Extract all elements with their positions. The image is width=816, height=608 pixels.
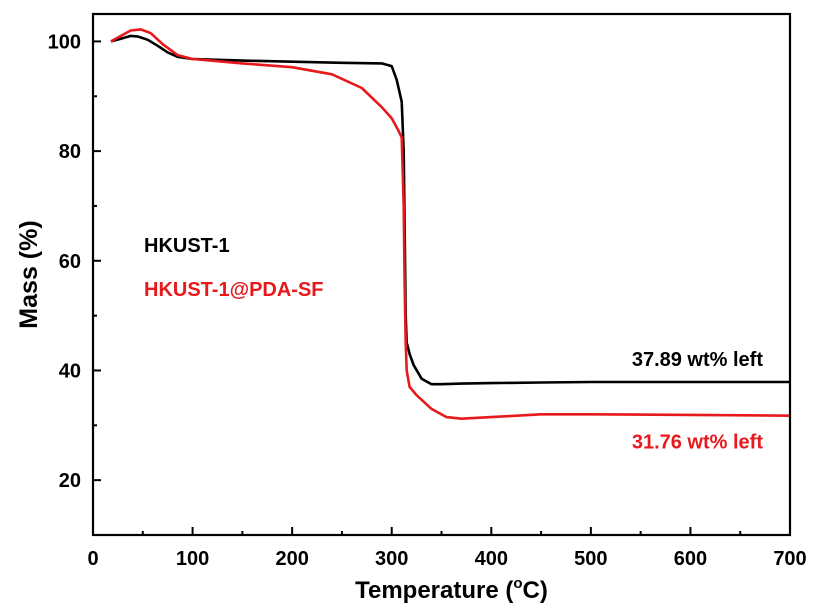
legend-hkust-1-pda-sf: HKUST-1@PDA-SF <box>144 279 324 301</box>
x-tick-label: 200 <box>275 548 308 570</box>
annotation-hkust-1-residue: 37.89 wt% left <box>632 349 764 371</box>
series-layer <box>110 28 791 420</box>
y-tick-label: 40 <box>59 360 81 382</box>
x-axis-label-superscript: o <box>513 575 522 592</box>
x-tick-label: 400 <box>475 548 508 570</box>
x-tick-label: 600 <box>674 548 707 570</box>
x-axis-label: Temperature (oC) <box>355 575 548 604</box>
y-tick-label: 80 <box>59 141 81 163</box>
x-axis-label-end: C) <box>523 577 548 604</box>
series-line-0 <box>110 34 790 386</box>
y-tick-label: 60 <box>59 251 81 273</box>
x-tick-label: 300 <box>375 548 408 570</box>
x-tick-label: 100 <box>176 548 209 570</box>
x-tick-label: 700 <box>773 548 806 570</box>
y-axis-label: Mass (%) <box>15 220 43 328</box>
series-line-1 <box>110 28 791 420</box>
y-tick-label: 100 <box>48 31 81 53</box>
annotation-pda-sf-residue: 31.76 wt% left <box>632 432 764 454</box>
plot-frame <box>91 12 792 537</box>
x-tick-label: 0 <box>87 548 98 570</box>
y-tick-label: 20 <box>59 470 81 492</box>
x-tick-label: 500 <box>574 548 607 570</box>
legend-hkust-1: HKUST-1 <box>144 235 230 257</box>
axis-layer: 0 100 200 300 400 500 600 700 20 40 60 80 100 <box>48 31 807 570</box>
